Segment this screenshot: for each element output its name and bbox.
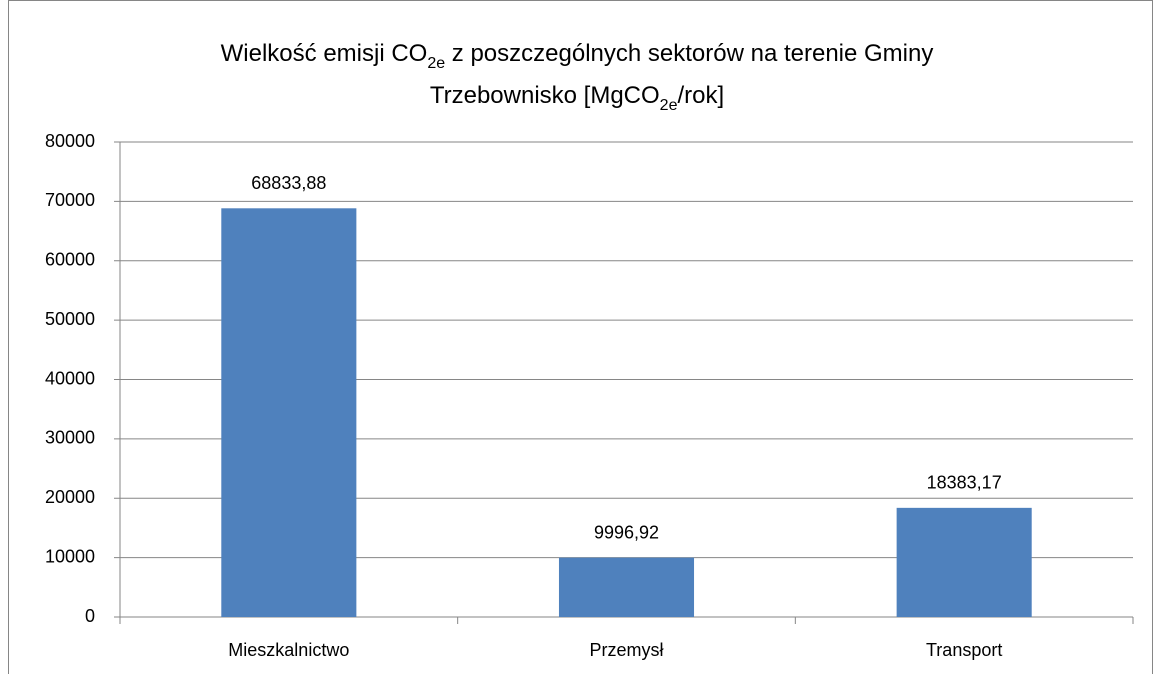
y-tick-label: 10000: [45, 546, 95, 566]
data-label: 18383,17: [927, 473, 1002, 493]
y-tick-label: 40000: [45, 368, 95, 388]
y-tick-label: 50000: [45, 309, 95, 329]
title-text: z poszczególnych sektorów na terenie Gmi…: [445, 40, 933, 67]
bar: [558, 557, 695, 617]
title-text: Trzebownisko [MgCO: [430, 82, 660, 109]
x-tick-label: Transport: [926, 640, 1002, 660]
y-tick-label: 80000: [45, 131, 95, 151]
bar: [896, 507, 1032, 617]
chart-title: Trzebownisko [MgCO2e/rok]: [430, 82, 724, 113]
bar: [221, 208, 357, 618]
chart-title: Wielkość emisji CO2e z poszczególnych se…: [221, 40, 934, 71]
data-label: 68833,88: [251, 173, 326, 193]
y-tick-label: 0: [85, 606, 95, 626]
y-tick-label: 60000: [45, 250, 95, 270]
title-text: /rok]: [677, 82, 724, 109]
x-tick-label: Mieszkalnictwo: [228, 640, 349, 660]
y-tick-label: 70000: [45, 190, 95, 210]
title-subscript: 2e: [660, 97, 678, 114]
y-tick-label: 20000: [45, 487, 95, 507]
title-text: Wielkość emisji CO: [221, 40, 428, 67]
x-tick-label: Przemysł: [589, 640, 663, 660]
title-subscript: 2e: [427, 55, 445, 72]
y-tick-label: 30000: [45, 428, 95, 448]
data-label: 9996,92: [594, 522, 659, 542]
